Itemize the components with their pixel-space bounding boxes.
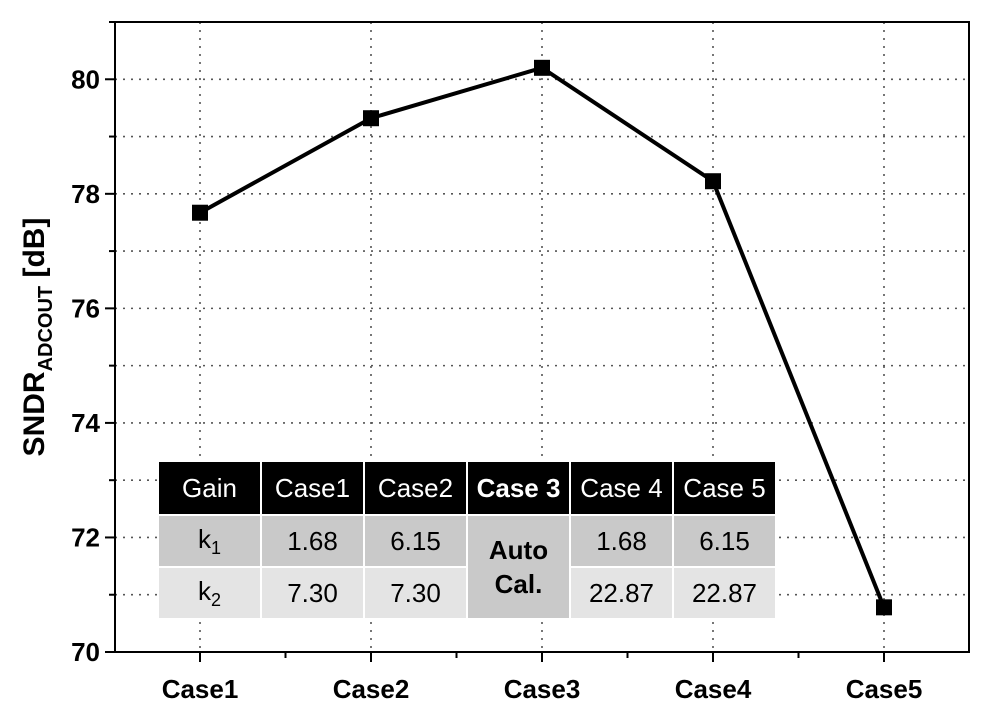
table-header-cell: Case2: [363, 460, 468, 516]
data-point-marker: [705, 173, 721, 190]
table-cell: 1.68: [569, 514, 674, 568]
table-header-cell: Case1: [260, 460, 365, 516]
table-cell: 6.15: [672, 514, 777, 568]
x-tick-label: Case3: [504, 674, 581, 704]
series-line: [192, 59, 892, 616]
table-row-k1: k1 1.68 6.15 Auto Cal. 1.68 6.15: [157, 514, 777, 620]
x-tick-label: Case2: [333, 674, 410, 704]
table-cell: 1.68: [260, 514, 365, 568]
table-header-cell: Case 5: [672, 460, 777, 516]
y-tick-label: 76: [71, 293, 100, 323]
table-header-cell: Gain: [157, 460, 262, 516]
table-cell: 6.15: [363, 514, 468, 568]
axis-ticks: [105, 21, 885, 662]
x-tick-label: Case1: [162, 674, 239, 704]
table-cell: 22.87: [672, 566, 777, 620]
y-axis-label: SNDRADCOUT [dB]: [18, 218, 57, 457]
x-tick-label: Case4: [675, 674, 752, 704]
grid-lines: [115, 22, 969, 652]
table-row-k2: k2 7.30 7.30 22.87 22.87: [157, 566, 777, 620]
y-tick-label: 70: [71, 637, 100, 667]
row-label-k2: k2: [157, 566, 262, 620]
x-tick-label: Case5: [846, 674, 923, 704]
y-tick-label: 80: [71, 64, 100, 94]
data-point-marker: [876, 599, 892, 616]
table-header-row: Gain Case1 Case2 Case 3 Case 4 Case 5: [157, 460, 777, 516]
y-tick-label: 74: [71, 408, 100, 438]
data-point-marker: [534, 59, 550, 76]
table-cell: 7.30: [260, 566, 365, 620]
table-header-cell: Case 3: [466, 460, 571, 516]
table-cell: 22.87: [569, 566, 674, 620]
table-header-cell: Case 4: [569, 460, 674, 516]
auto-cal-cell: Auto Cal.: [466, 514, 571, 620]
table-cell: 7.30: [363, 566, 468, 620]
data-point-marker: [363, 110, 379, 127]
y-tick-labels: 70 72 74 76 78 80: [71, 64, 100, 667]
gain-table: Gain Case1 Case2 Case 3 Case 4 Case 5 k1…: [157, 460, 777, 620]
data-point-marker: [192, 204, 208, 221]
x-tick-labels: Case1 Case2 Case3 Case4 Case5: [162, 674, 923, 704]
y-tick-label: 72: [71, 522, 100, 552]
row-label-k1: k1: [157, 514, 262, 568]
y-tick-label: 78: [71, 179, 100, 209]
